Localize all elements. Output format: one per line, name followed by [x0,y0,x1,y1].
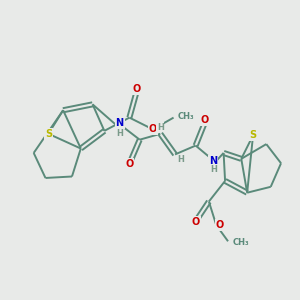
Text: H: H [210,165,217,174]
Text: O: O [200,115,208,125]
Text: O: O [125,159,134,169]
Text: N: N [209,156,218,166]
Text: H: H [177,155,184,164]
Text: CH₃: CH₃ [232,238,249,247]
Text: H: H [157,123,164,132]
Text: S: S [45,129,52,139]
Text: O: O [216,220,224,230]
Text: N: N [116,118,124,128]
Text: O: O [133,84,141,94]
Text: O: O [191,217,200,226]
Text: CH₃: CH₃ [178,112,195,121]
Text: S: S [250,130,256,140]
Text: H: H [116,129,123,138]
Text: O: O [149,124,157,134]
